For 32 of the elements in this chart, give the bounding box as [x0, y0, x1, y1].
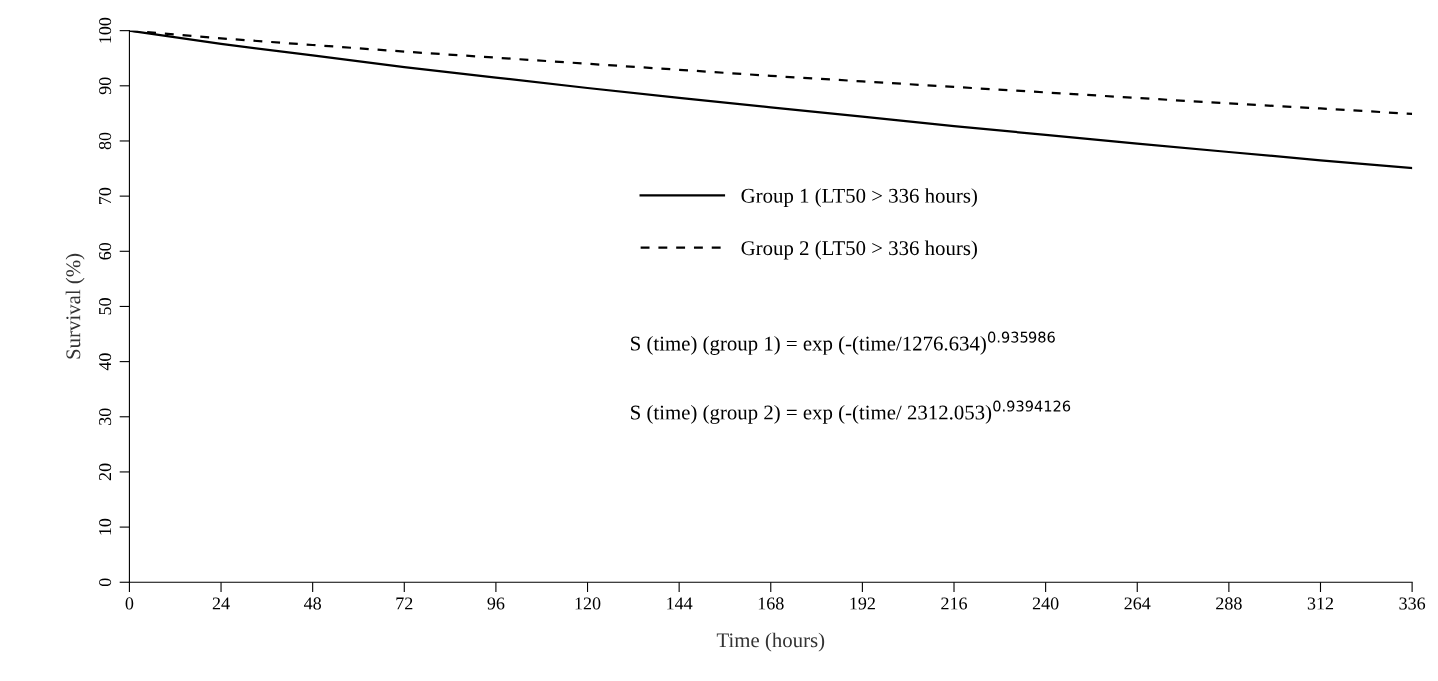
- y-tick-label: 0: [98, 578, 112, 587]
- x-tick-label: 96: [487, 597, 505, 610]
- x-tick-label: 168: [758, 597, 784, 610]
- y-tick-label: 20: [98, 463, 112, 481]
- annotation: S (time) (group 2) = exp (-(time/ 2312.053)$^{0.9394126}$: [631, 400, 1071, 424]
- x-tick-label: 48: [303, 597, 321, 610]
- x-tick-label: 0: [125, 597, 134, 610]
- y-tick-label: 80: [98, 132, 112, 150]
- x-tick-label: 192: [850, 597, 875, 610]
- legend-label: Group 2 (LT50 > 336 hours): [741, 240, 977, 260]
- y-tick-label: 70: [98, 187, 112, 204]
- x-tick-label: 120: [575, 597, 601, 610]
- x-tick-label: 216: [941, 597, 968, 610]
- y-tick-label: 60: [98, 242, 112, 260]
- x-axis-title: Time (hours): [716, 632, 825, 652]
- x-tick-label: 312: [1307, 597, 1334, 610]
- y-tick-label: 100: [98, 17, 112, 43]
- x-tick-label: 144: [667, 597, 693, 610]
- y-tick-label: 40: [98, 353, 112, 371]
- y-tick-label: 30: [98, 408, 112, 425]
- y-tick-label: 90: [98, 77, 112, 95]
- y-axis-title: Survival (%): [65, 253, 85, 359]
- y-tick-label: 50: [98, 298, 112, 315]
- y-tick-label: 10: [98, 518, 112, 535]
- x-tick-label: 72: [396, 597, 413, 610]
- x-tick-label: 24: [212, 597, 230, 610]
- x-tick-label: 336: [1399, 597, 1426, 610]
- x-tick-label: 240: [1032, 597, 1059, 610]
- x-tick-label: 288: [1216, 597, 1242, 610]
- x-tick-label: 264: [1124, 597, 1151, 610]
- legend-label: Group 1 (LT50 > 336 hours): [741, 188, 977, 208]
- annotation: S (time) (group 1) = exp (-(time/1276.634)$^{0.935986}$: [631, 331, 1055, 355]
